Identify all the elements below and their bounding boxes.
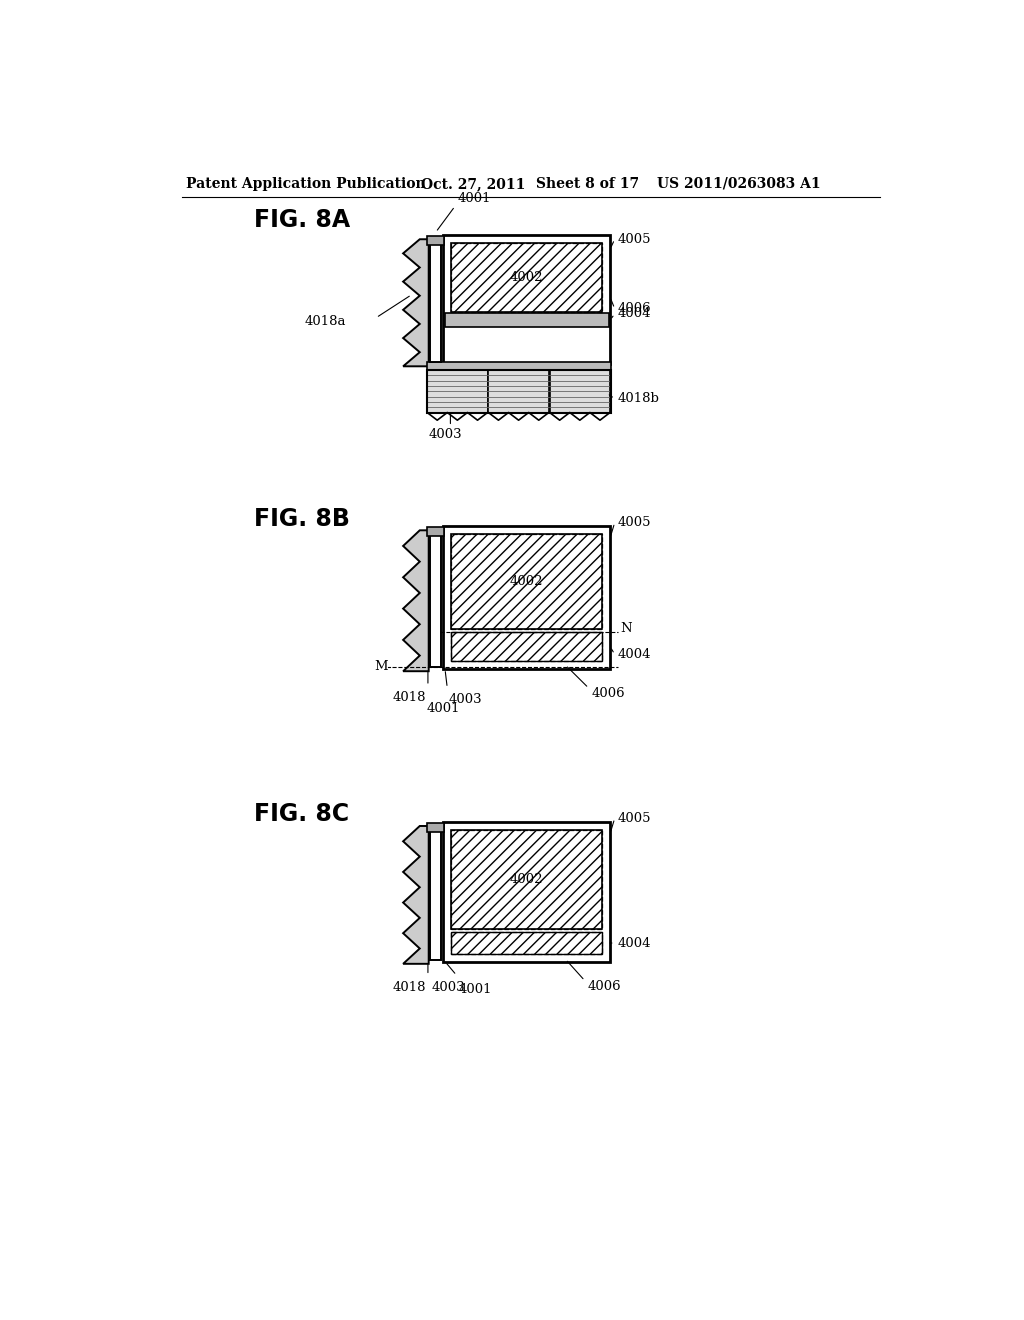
Text: 4006: 4006	[617, 302, 651, 315]
Text: Oct. 27, 2011: Oct. 27, 2011	[421, 177, 525, 191]
Text: 4004: 4004	[617, 936, 651, 949]
Text: M: M	[374, 660, 388, 673]
Bar	[427, 236, 444, 246]
Bar	[452, 535, 602, 628]
Text: 4001: 4001	[458, 983, 492, 997]
Text: N: N	[621, 622, 632, 635]
Text: 4018: 4018	[393, 981, 426, 994]
Text: 4018b: 4018b	[617, 392, 659, 405]
Bar	[452, 830, 602, 929]
Bar	[452, 632, 602, 661]
Text: 4001: 4001	[426, 702, 460, 715]
Bar	[427, 363, 611, 370]
Text: 4001: 4001	[458, 191, 490, 205]
Bar	[550, 370, 610, 412]
Text: Sheet 8 of 17: Sheet 8 of 17	[537, 177, 640, 191]
Bar	[452, 243, 602, 312]
Text: 4018a: 4018a	[305, 315, 346, 329]
Text: 4004: 4004	[617, 648, 651, 661]
Bar	[427, 370, 611, 412]
Polygon shape	[403, 531, 429, 671]
Bar	[427, 822, 444, 832]
Bar	[427, 527, 444, 536]
Text: 4003: 4003	[429, 428, 462, 441]
Bar	[452, 535, 602, 628]
Text: Patent Application Publication: Patent Application Publication	[186, 177, 426, 191]
Bar	[443, 822, 610, 961]
Text: 4018: 4018	[393, 692, 426, 705]
Text: 4003: 4003	[432, 981, 466, 994]
Bar	[443, 235, 610, 364]
Text: 4006: 4006	[587, 981, 621, 994]
Bar	[445, 313, 608, 327]
Bar	[452, 932, 602, 954]
Bar	[427, 370, 487, 412]
Bar	[430, 240, 441, 363]
Bar	[430, 828, 441, 960]
Bar	[452, 830, 602, 929]
Bar	[452, 243, 602, 312]
Text: 4005: 4005	[617, 812, 651, 825]
Text: 4002: 4002	[510, 576, 544, 587]
Bar	[452, 632, 602, 661]
Text: 4003: 4003	[449, 693, 482, 706]
Text: 4004: 4004	[617, 308, 651, 321]
Text: US 2011/0263083 A1: US 2011/0263083 A1	[656, 177, 820, 191]
Bar	[452, 932, 602, 954]
Text: 4005: 4005	[617, 232, 651, 246]
Bar	[430, 532, 441, 668]
Text: 4002: 4002	[510, 873, 544, 886]
Text: 4002: 4002	[510, 271, 544, 284]
Text: FIG. 8A: FIG. 8A	[254, 209, 350, 232]
Text: FIG. 8C: FIG. 8C	[254, 803, 349, 826]
Polygon shape	[403, 826, 429, 964]
Bar	[443, 527, 610, 669]
Text: 4005: 4005	[617, 516, 651, 529]
Bar	[488, 370, 549, 412]
Text: FIG. 8B: FIG. 8B	[254, 507, 350, 531]
Text: 4006: 4006	[591, 686, 625, 700]
Polygon shape	[403, 239, 429, 367]
